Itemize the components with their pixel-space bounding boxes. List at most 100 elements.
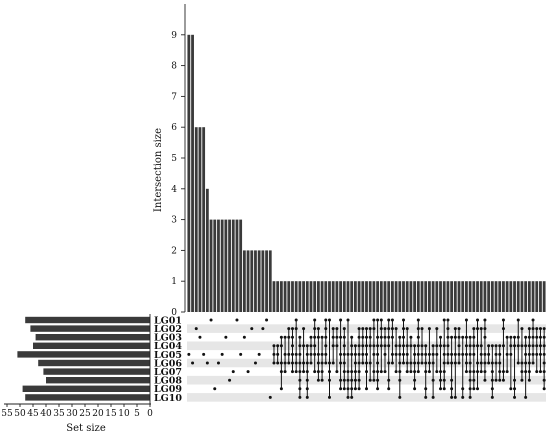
matrix-dot — [376, 387, 380, 391]
matrix-dot — [290, 344, 294, 348]
matrix-dot — [416, 335, 420, 339]
matrix-dot — [368, 361, 372, 365]
matrix-dot — [413, 370, 417, 374]
matrix-dot — [187, 352, 191, 356]
y-tick-label: 5 — [171, 154, 177, 164]
matrix-dot — [361, 361, 365, 365]
matrix-dot — [409, 361, 413, 365]
matrix-dot — [390, 318, 394, 322]
matrix-dot — [298, 378, 302, 382]
intersection-bar — [220, 219, 224, 312]
matrix-dot — [483, 370, 487, 374]
matrix-dot — [524, 370, 528, 374]
intersection-bar — [257, 250, 261, 312]
matrix-dot — [302, 370, 306, 374]
intersection-bar — [313, 281, 317, 312]
matrix-dot — [379, 335, 383, 339]
matrix-dot — [538, 327, 542, 331]
matrix-dot — [394, 352, 398, 356]
matrix-dot — [479, 361, 483, 365]
intersection-bar — [428, 281, 431, 312]
matrix-dot — [446, 318, 450, 322]
matrix-dot — [535, 344, 539, 348]
matrix-dot — [402, 335, 406, 339]
matrix-dot — [379, 344, 383, 348]
matrix-dot — [542, 361, 546, 365]
matrix-dot — [424, 395, 428, 399]
matrix-dot — [213, 387, 217, 391]
matrix-dot — [283, 361, 287, 365]
intersection-bar — [268, 250, 272, 312]
matrix-dot — [439, 378, 443, 382]
matrix-dot — [446, 327, 450, 331]
intersection-bar — [457, 281, 461, 312]
matrix-dot — [379, 370, 383, 374]
matrix-dot — [501, 378, 505, 382]
x-tick-label: 35 — [53, 409, 65, 419]
matrix-dot — [346, 387, 350, 391]
intersection-bar — [516, 281, 520, 312]
matrix-dot — [531, 344, 535, 348]
intersection-matrix — [187, 318, 546, 399]
intersection-bar — [335, 281, 339, 312]
intersection-bar — [431, 281, 435, 312]
matrix-dot — [431, 361, 435, 365]
matrix-dot — [542, 327, 546, 331]
intersection-bar — [368, 281, 372, 312]
matrix-dot — [335, 344, 339, 348]
matrix-dot — [298, 387, 302, 391]
matrix-dot — [294, 318, 298, 322]
matrix-dot — [313, 327, 317, 331]
matrix-dot — [483, 318, 487, 322]
matrix-dot — [305, 395, 309, 399]
matrix-dot — [305, 361, 309, 365]
intersection-bar — [194, 127, 198, 312]
matrix-dot — [283, 370, 287, 374]
matrix-dot — [439, 335, 443, 339]
matrix-dot — [516, 318, 520, 322]
matrix-dot — [387, 361, 391, 365]
matrix-dot — [453, 335, 457, 339]
matrix-dot — [439, 387, 443, 391]
matrix-dot — [490, 395, 494, 399]
matrix-dot — [531, 361, 535, 365]
intersection-bar — [191, 34, 194, 313]
matrix-dot — [368, 378, 372, 382]
matrix-dot — [365, 370, 368, 374]
intersection-bar — [187, 34, 191, 313]
matrix-dot — [468, 378, 472, 382]
matrix-dot — [479, 352, 483, 356]
matrix-dot — [261, 327, 265, 331]
set-size-label: Set size — [66, 423, 106, 434]
matrix-dot — [461, 395, 465, 399]
matrix-dot — [316, 370, 320, 374]
intersection-bar — [398, 281, 402, 312]
matrix-dot — [298, 344, 302, 348]
matrix-dot — [490, 378, 494, 382]
matrix-dot — [531, 335, 535, 339]
matrix-dot — [313, 344, 317, 348]
x-tick-label: 45 — [27, 409, 39, 419]
matrix-dot — [424, 387, 428, 391]
matrix-dot — [431, 395, 435, 399]
matrix-dot — [283, 352, 287, 356]
matrix-dot — [402, 318, 406, 322]
matrix-dot — [350, 352, 354, 356]
matrix-dot — [450, 395, 454, 399]
matrix-dot — [398, 378, 402, 382]
matrix-dot — [342, 387, 346, 391]
matrix-dot — [413, 344, 417, 348]
matrix-dot — [357, 344, 361, 348]
intersection-bar — [424, 281, 428, 312]
intersection-bar — [502, 281, 505, 312]
intersection-bar — [498, 281, 502, 312]
matrix-dot — [350, 344, 354, 348]
matrix-dot — [294, 361, 298, 365]
set-label: LG03 — [154, 333, 182, 344]
matrix-dot — [424, 352, 428, 356]
matrix-dot — [376, 378, 380, 382]
intersection-bar — [383, 281, 387, 312]
matrix-dot — [316, 361, 320, 365]
